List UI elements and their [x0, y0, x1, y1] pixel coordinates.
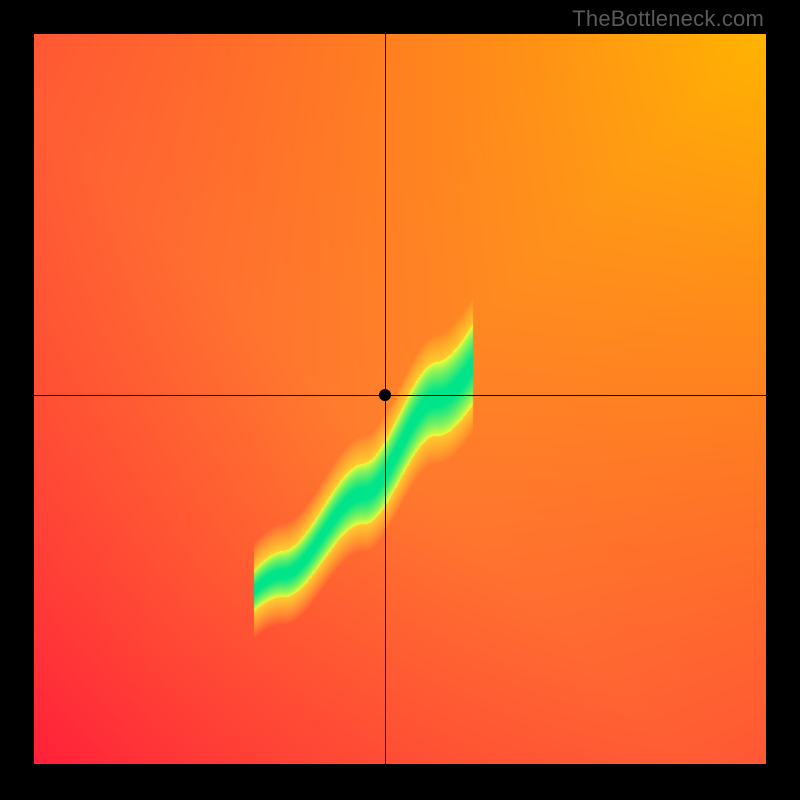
heatmap-canvas [34, 34, 766, 764]
plot-area [34, 34, 766, 764]
selection-marker[interactable] [379, 389, 391, 401]
crosshair-horizontal [34, 395, 766, 396]
watermark-text: TheBottleneck.com [572, 6, 764, 32]
